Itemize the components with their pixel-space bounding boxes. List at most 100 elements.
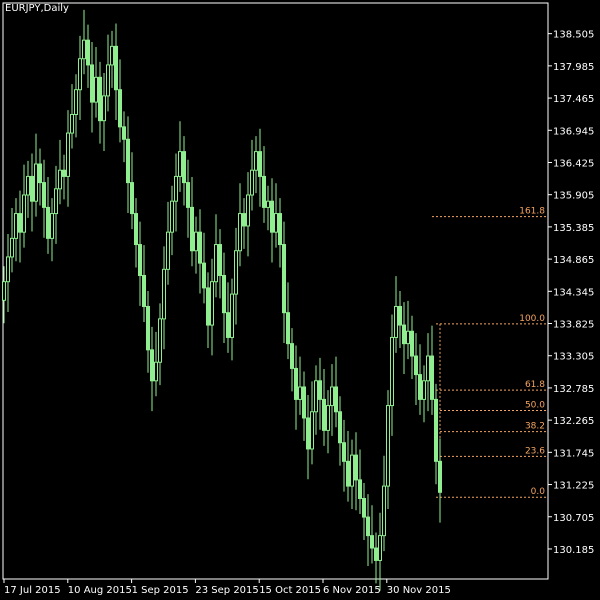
candle-body-down — [182, 151, 186, 184]
candle-body-up — [274, 213, 278, 233]
candle-body-down — [222, 275, 226, 314]
candle-body-down — [18, 213, 22, 233]
candle-body-down — [362, 497, 366, 518]
candle-body-down — [218, 244, 222, 277]
candles — [2, 9, 442, 591]
candle-body-up — [154, 361, 158, 382]
candle-body-up — [194, 231, 198, 252]
y-tick-label: 131.225 — [553, 481, 594, 492]
candle-body-up — [422, 380, 426, 400]
candle-body-down — [318, 380, 322, 400]
candle-body-down — [42, 182, 46, 208]
candle-body-down — [38, 163, 42, 184]
candle-body-up — [230, 293, 234, 338]
candle-body-up — [2, 281, 6, 301]
candle-body-down — [90, 64, 94, 103]
y-tick-label: 131.745 — [553, 448, 594, 459]
candle-body-up — [178, 151, 182, 177]
candle-body-up — [102, 95, 106, 122]
candle-body-down — [30, 175, 34, 202]
candle-body-up — [254, 151, 258, 171]
candle-body-down — [98, 76, 102, 122]
candle-body-up — [82, 39, 86, 60]
candle-body-down — [302, 386, 306, 419]
y-tick-label: 130.705 — [553, 513, 594, 524]
candle-body-up — [246, 194, 250, 227]
candle-body-up — [326, 405, 330, 431]
candle-body-up — [14, 213, 18, 239]
y-tick-label: 134.865 — [553, 255, 594, 266]
candle-body-up — [50, 213, 54, 239]
candle-body-down — [374, 547, 378, 561]
y-tick-label: 138.505 — [553, 30, 594, 41]
candle-body-down — [146, 305, 150, 351]
x-tick-label: 15 Oct 2015 — [259, 585, 321, 596]
y-tick-label: 134.345 — [553, 287, 594, 298]
candle-body-down — [290, 343, 294, 369]
y-tick-label: 137.985 — [553, 62, 594, 73]
candle-body-down — [130, 182, 134, 215]
candle-body-down — [402, 324, 406, 345]
candle-body-down — [142, 275, 146, 307]
candle-body-down — [190, 206, 194, 252]
candle-body-up — [22, 194, 26, 233]
fib-level-label: 23.6 — [525, 446, 545, 456]
candle-body-down — [118, 89, 122, 128]
candle-body-up — [394, 305, 398, 338]
candle-body-down — [338, 411, 342, 444]
candle-body-down — [414, 355, 418, 376]
candle-body-down — [410, 330, 414, 357]
candle-body-up — [210, 281, 214, 326]
candle-body-up — [426, 355, 430, 382]
candle-body-up — [26, 175, 30, 196]
candle-body-up — [386, 405, 390, 487]
candle-body-up — [250, 169, 254, 196]
candle-body-down — [334, 386, 338, 413]
candle-body-down — [126, 138, 130, 184]
candle-body-up — [170, 200, 174, 233]
candle-body-up — [162, 268, 166, 320]
candle-body-up — [34, 163, 38, 202]
candle-body-up — [74, 89, 78, 115]
candle-body-down — [46, 206, 50, 239]
candle-body-up — [78, 58, 82, 91]
candle-body-up — [390, 336, 394, 407]
y-tick-label: 133.825 — [553, 320, 594, 331]
candle-body-up — [158, 318, 162, 363]
candle-body-down — [278, 213, 282, 246]
x-tick-label: 30 Nov 2015 — [387, 585, 451, 596]
candle-body-down — [366, 516, 370, 537]
candle-body-up — [54, 188, 58, 215]
x-tick-label: 23 Sep 2015 — [195, 585, 258, 596]
y-tick-label: 136.425 — [553, 158, 594, 169]
y-tick-label: 135.385 — [553, 223, 594, 234]
candle-body-down — [270, 200, 274, 233]
candle-body-down — [86, 39, 90, 66]
candle-body-down — [434, 398, 438, 462]
chart-frame — [2, 2, 549, 580]
fibonacci-levels: 161.8 100.0 61.8 50.0 38.2 23.6 0.0 — [432, 207, 546, 498]
x-axis: 17 Jul 2015 10 Aug 2015 1 Sep 2015 23 Sep 2… — [3, 579, 451, 596]
candle-body-down — [306, 417, 310, 450]
candle-body-down — [354, 454, 358, 481]
candle-body-down — [226, 312, 230, 338]
y-axis: 138.505 137.985 137.465 136.945 136.425 135.9… — [548, 30, 594, 556]
candle-body-down — [346, 460, 350, 487]
fib-level-label: 100.0 — [519, 314, 545, 324]
candle-body-down — [370, 535, 374, 549]
candle-body-up — [66, 132, 70, 177]
candle-body-up — [70, 113, 74, 134]
candle-body-up — [10, 237, 14, 258]
candle-body-down — [438, 460, 442, 493]
candle-body-down — [342, 442, 346, 462]
candle-body-down — [322, 398, 326, 431]
candle-body-down — [114, 45, 118, 91]
candle-body-up — [266, 200, 270, 208]
candle-body-down — [242, 213, 246, 227]
fib-level-label: 0.0 — [531, 487, 546, 497]
candle-body-up — [110, 45, 114, 66]
x-tick-label: 10 Aug 2015 — [68, 585, 132, 596]
candle-body-up — [406, 330, 410, 345]
candle-body-up — [350, 454, 354, 487]
